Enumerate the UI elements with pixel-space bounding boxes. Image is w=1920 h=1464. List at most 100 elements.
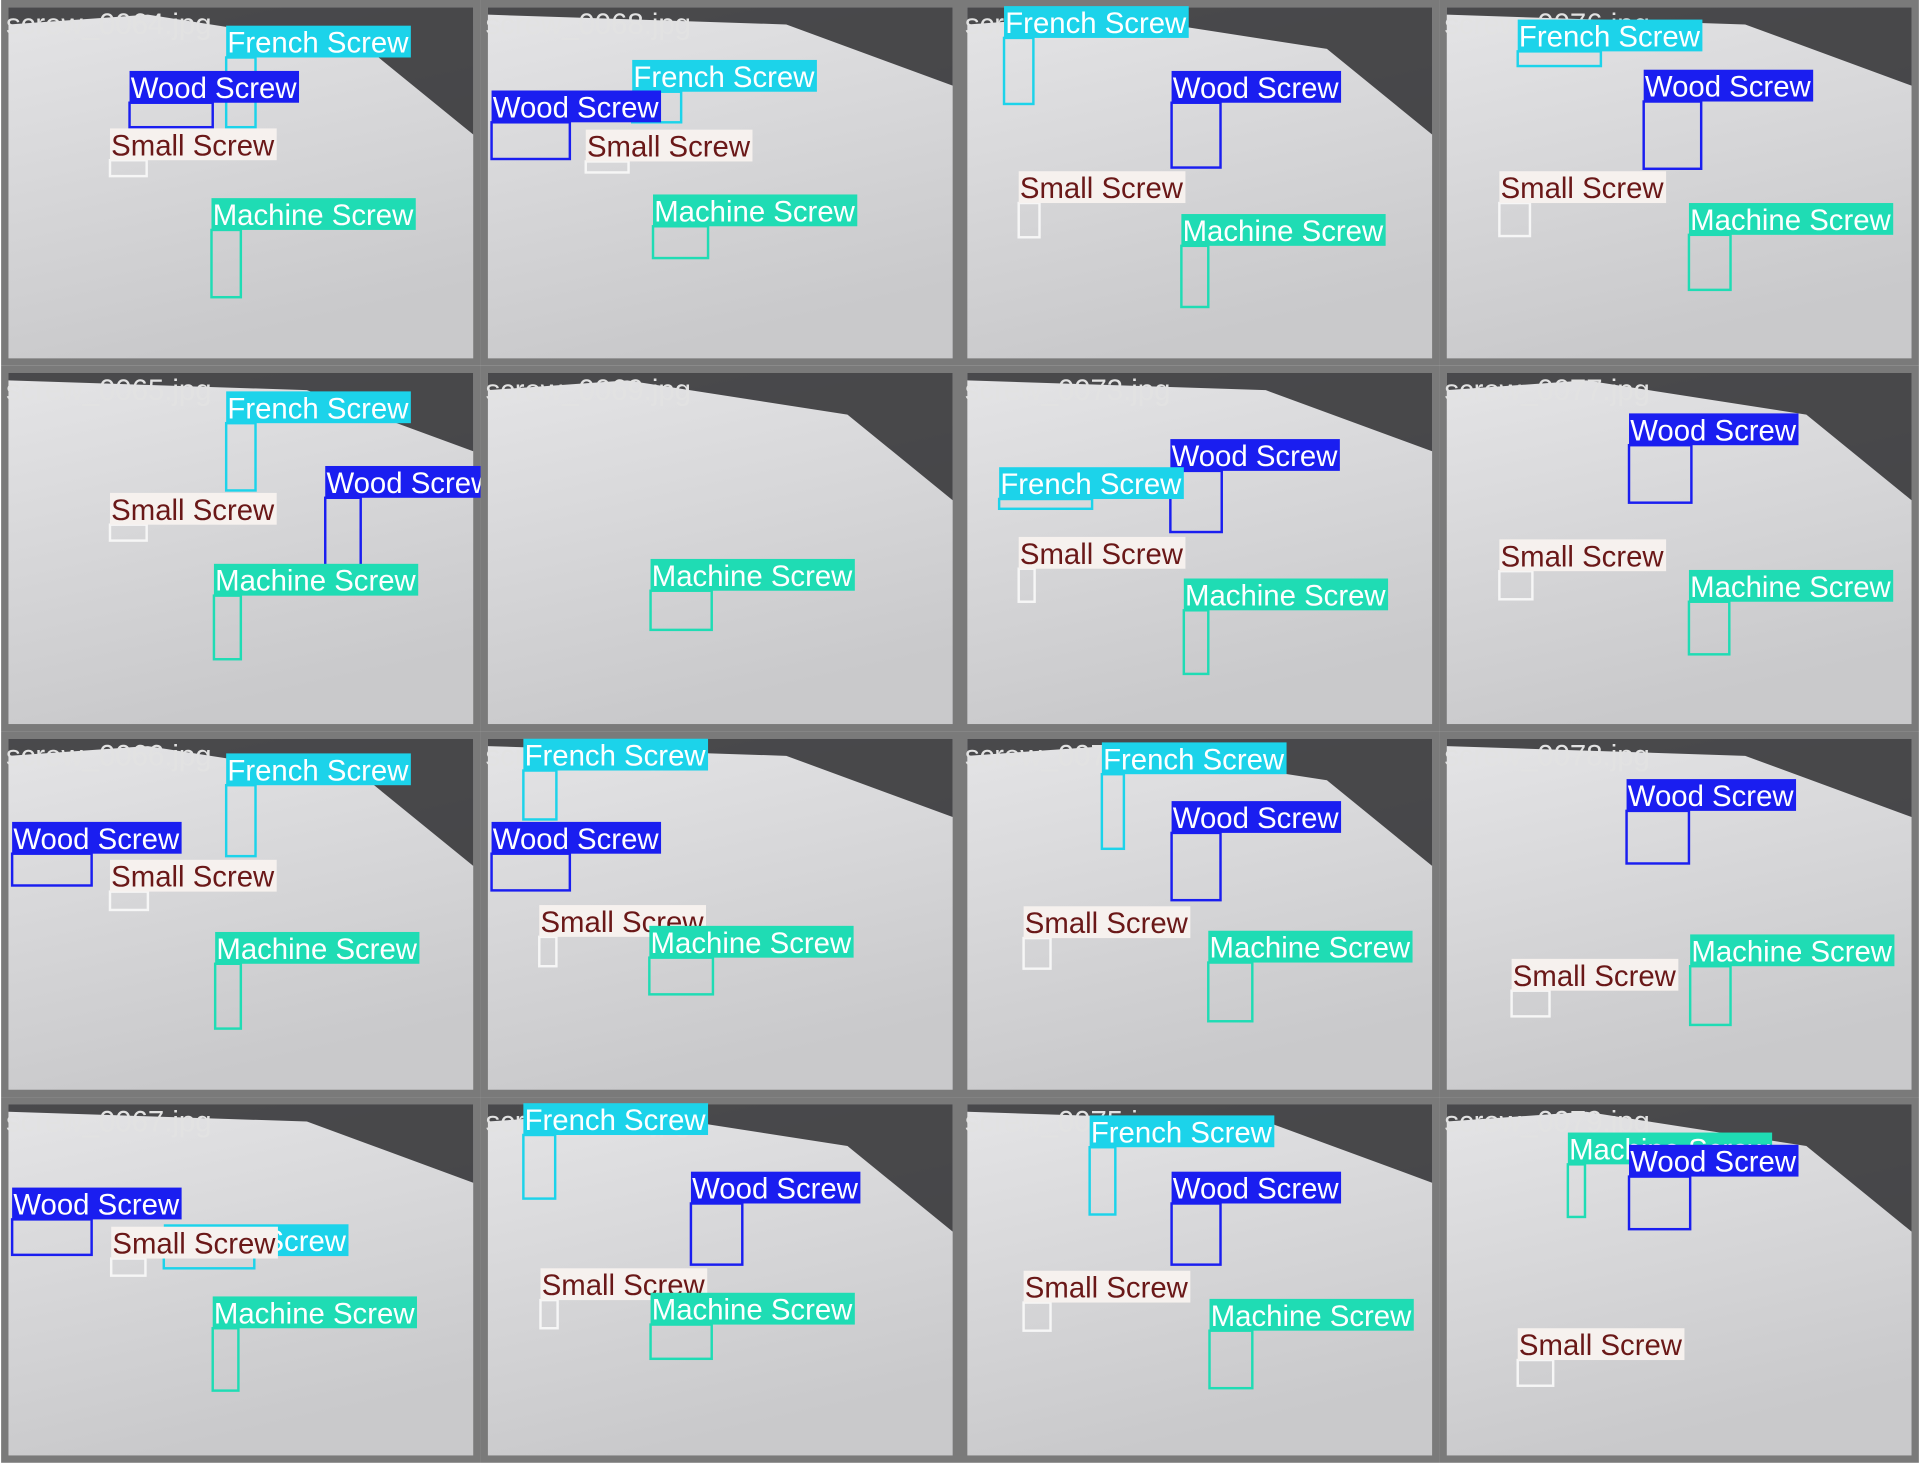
- label-background: [1690, 934, 1895, 967]
- detection-label: French Screw: [525, 740, 707, 773]
- detection-label: Wood Screw: [493, 91, 660, 124]
- photo-shadow: [1446, 1104, 1912, 1232]
- detection-label: Machine Screw: [652, 560, 853, 593]
- detection-label: Machine Screw: [1211, 1300, 1412, 1333]
- detection-label: Machine Screw: [1185, 579, 1386, 612]
- detection-label: Wood Screw: [131, 72, 298, 105]
- label-background: [226, 753, 411, 786]
- detection-label: Small Screw: [1519, 1329, 1683, 1362]
- detection-label: French Screw: [1519, 20, 1701, 53]
- filename: screw_0064.jpg: [6, 8, 212, 41]
- detection-label: French Screw: [1005, 7, 1187, 40]
- label-background: [1499, 171, 1667, 204]
- detection-label: Small Screw: [112, 1228, 276, 1261]
- label-background: [585, 129, 753, 162]
- detection-label: Wood Screw: [1173, 1173, 1340, 1206]
- detection-label: Machine Screw: [652, 1294, 853, 1327]
- photo-shadow: [1446, 7, 1912, 86]
- label-background: [1018, 536, 1186, 569]
- detection-label: Wood Screw: [1173, 802, 1340, 835]
- detection-label: Machine Screw: [1183, 215, 1384, 248]
- label-background: [653, 194, 858, 227]
- label-background: [1688, 203, 1894, 235]
- detection-label: Machine Screw: [1691, 935, 1892, 968]
- photo-shadow: [487, 373, 953, 501]
- detection-label: French Screw: [227, 27, 409, 60]
- detection-label: Small Screw: [111, 129, 275, 162]
- detection-label: Small Screw: [1513, 960, 1677, 993]
- label-background: [12, 821, 182, 854]
- detection-label: Wood Screw: [1173, 72, 1340, 105]
- bounding-box: [1182, 609, 1210, 676]
- label-background: [1643, 69, 1814, 102]
- label-background: [491, 90, 662, 123]
- detection-label: Wood Screw: [692, 1173, 859, 1206]
- label-background: [1688, 569, 1894, 602]
- detection-label: Wood Screw: [1172, 440, 1339, 473]
- label-background: [1208, 930, 1413, 963]
- label-background: [212, 1296, 417, 1329]
- filename: screw_0068.jpg: [485, 8, 691, 41]
- photo-shadow: [967, 373, 1433, 452]
- label-background: [1170, 439, 1340, 471]
- filename: screw_0069.jpg: [485, 374, 691, 407]
- detection-label: Small Screw: [111, 861, 275, 894]
- tile: screw_0064.jpg French Screw Wood Screw Smal…: [1, 0, 481, 366]
- label-background: [1171, 70, 1342, 103]
- label-background: [1023, 906, 1191, 939]
- detection-label: Wood Screw: [13, 823, 180, 856]
- label-background: [1089, 1115, 1275, 1148]
- detection-label: French Screw: [1103, 743, 1285, 776]
- filename: screw_0078.jpg: [1444, 740, 1650, 773]
- detection-label: Small Screw: [1020, 538, 1184, 571]
- tile: screw_0077.jpg Wood Screw Small Screw Machi…: [1439, 365, 1919, 732]
- tile: screw_0065.jpg French Screw Small Screw Woo…: [1, 365, 495, 732]
- tile: screw_0066.jpg French Screw Wood Screw Smal…: [1, 731, 481, 1098]
- bounding-box: [689, 1202, 744, 1266]
- detection-label: Machine Screw: [654, 195, 855, 228]
- filename: screw_0077.jpg: [1444, 374, 1650, 407]
- label-background: [491, 821, 662, 854]
- detection-label: French Screw: [1000, 468, 1182, 501]
- detection-label: Wood Screw: [1630, 414, 1797, 447]
- label-background: [999, 467, 1184, 500]
- detection-label: Machine Screw: [1690, 204, 1891, 237]
- detection-label: French Screw: [227, 754, 409, 787]
- label-background: [1517, 19, 1703, 52]
- detection-label: Small Screw: [1501, 172, 1665, 205]
- filename: screw_0065.jpg: [6, 374, 212, 407]
- label-background: [649, 925, 854, 958]
- label-background: [523, 738, 709, 771]
- label-background: [1171, 1171, 1342, 1204]
- label-background: [109, 859, 277, 892]
- photo-shadow: [1446, 373, 1912, 501]
- label-background: [650, 1292, 855, 1325]
- detection-label: Wood Screw: [1645, 71, 1812, 104]
- detection-label: Machine Screw: [215, 565, 416, 598]
- detection-label: Small Screw: [1025, 907, 1189, 940]
- label-background: [690, 1171, 861, 1204]
- detection-label: Wood Screw: [1628, 780, 1795, 813]
- label-background: [1511, 958, 1679, 991]
- label-background: [632, 59, 817, 92]
- label-background: [109, 492, 277, 525]
- detection-label: Machine Screw: [216, 933, 417, 966]
- tile: screw_0069.jpg Machine Screw: [480, 365, 960, 732]
- label-background: [1209, 1298, 1414, 1331]
- label-background: [215, 931, 420, 964]
- photo-shadow: [487, 7, 953, 86]
- label-background: [1626, 779, 1797, 811]
- label-background: [226, 391, 411, 424]
- detection-label: Small Screw: [111, 494, 275, 527]
- filename: screw_0067.jpg: [6, 1105, 212, 1138]
- label-background: [1171, 801, 1342, 833]
- detection-label: Small Screw: [587, 131, 751, 164]
